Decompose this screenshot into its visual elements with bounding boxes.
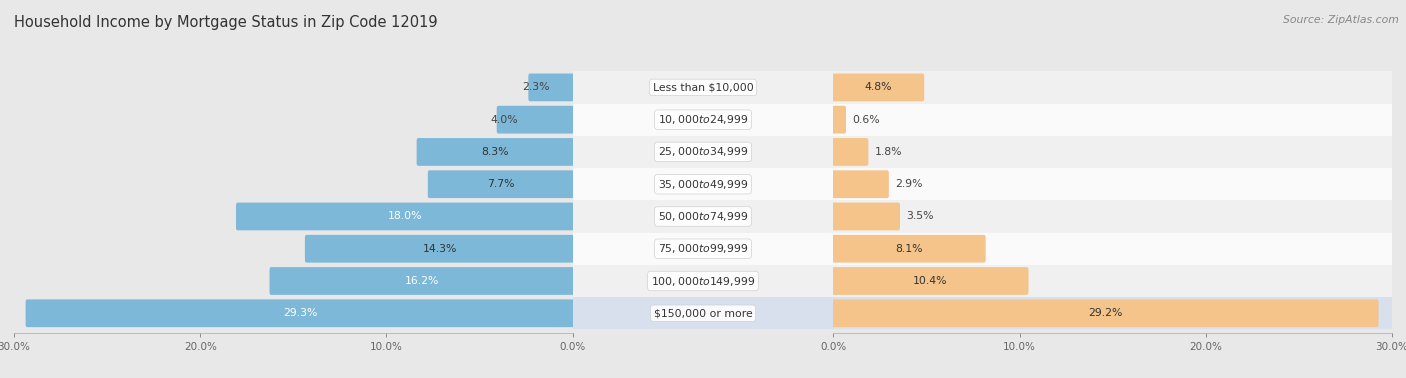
FancyBboxPatch shape (496, 106, 574, 133)
FancyBboxPatch shape (312, 297, 834, 329)
Text: $25,000 to $34,999: $25,000 to $34,999 (658, 146, 748, 158)
Text: $10,000 to $24,999: $10,000 to $24,999 (658, 113, 748, 126)
Text: 18.0%: 18.0% (388, 211, 422, 222)
FancyBboxPatch shape (312, 232, 834, 265)
FancyBboxPatch shape (312, 71, 834, 104)
Text: 3.5%: 3.5% (905, 211, 934, 222)
FancyBboxPatch shape (312, 200, 834, 232)
FancyBboxPatch shape (236, 203, 574, 230)
Text: 29.3%: 29.3% (283, 308, 318, 318)
FancyBboxPatch shape (832, 235, 986, 263)
Text: 7.7%: 7.7% (488, 179, 515, 189)
FancyBboxPatch shape (834, 168, 1392, 200)
Text: Household Income by Mortgage Status in Zip Code 12019: Household Income by Mortgage Status in Z… (14, 15, 437, 30)
FancyBboxPatch shape (832, 74, 924, 101)
Text: $100,000 to $149,999: $100,000 to $149,999 (651, 274, 755, 288)
FancyBboxPatch shape (427, 170, 574, 198)
FancyBboxPatch shape (572, 297, 1132, 329)
FancyBboxPatch shape (832, 106, 846, 133)
FancyBboxPatch shape (572, 168, 1132, 200)
Text: $75,000 to $99,999: $75,000 to $99,999 (658, 242, 748, 255)
Text: Source: ZipAtlas.com: Source: ZipAtlas.com (1284, 15, 1399, 25)
Text: 10.4%: 10.4% (912, 276, 948, 286)
Text: 2.3%: 2.3% (523, 82, 550, 92)
FancyBboxPatch shape (832, 138, 869, 166)
FancyBboxPatch shape (834, 200, 1392, 232)
Text: 16.2%: 16.2% (405, 276, 439, 286)
FancyBboxPatch shape (834, 297, 1392, 329)
Text: 4.0%: 4.0% (491, 115, 519, 125)
FancyBboxPatch shape (312, 104, 834, 136)
Text: 29.2%: 29.2% (1088, 308, 1122, 318)
FancyBboxPatch shape (834, 136, 1392, 168)
Text: 14.3%: 14.3% (422, 244, 457, 254)
Text: 1.8%: 1.8% (875, 147, 901, 157)
Text: 2.9%: 2.9% (894, 179, 922, 189)
FancyBboxPatch shape (834, 104, 1392, 136)
FancyBboxPatch shape (529, 74, 574, 101)
FancyBboxPatch shape (832, 267, 1028, 295)
FancyBboxPatch shape (572, 104, 1132, 136)
FancyBboxPatch shape (572, 265, 1132, 297)
FancyBboxPatch shape (832, 203, 900, 230)
FancyBboxPatch shape (832, 299, 1378, 327)
FancyBboxPatch shape (305, 235, 574, 263)
FancyBboxPatch shape (312, 136, 834, 168)
FancyBboxPatch shape (416, 138, 574, 166)
Text: 8.3%: 8.3% (482, 147, 509, 157)
FancyBboxPatch shape (572, 71, 1132, 104)
FancyBboxPatch shape (25, 299, 574, 327)
Text: Less than $10,000: Less than $10,000 (652, 82, 754, 92)
FancyBboxPatch shape (572, 232, 1132, 265)
Text: 8.1%: 8.1% (896, 244, 922, 254)
FancyBboxPatch shape (834, 71, 1392, 104)
FancyBboxPatch shape (834, 265, 1392, 297)
Text: $50,000 to $74,999: $50,000 to $74,999 (658, 210, 748, 223)
Text: 4.8%: 4.8% (865, 82, 891, 92)
FancyBboxPatch shape (270, 267, 574, 295)
FancyBboxPatch shape (572, 136, 1132, 168)
FancyBboxPatch shape (832, 170, 889, 198)
FancyBboxPatch shape (834, 232, 1392, 265)
Text: 0.6%: 0.6% (852, 115, 880, 125)
FancyBboxPatch shape (572, 200, 1132, 232)
FancyBboxPatch shape (312, 265, 834, 297)
Text: $150,000 or more: $150,000 or more (654, 308, 752, 318)
Text: $35,000 to $49,999: $35,000 to $49,999 (658, 178, 748, 191)
FancyBboxPatch shape (312, 168, 834, 200)
